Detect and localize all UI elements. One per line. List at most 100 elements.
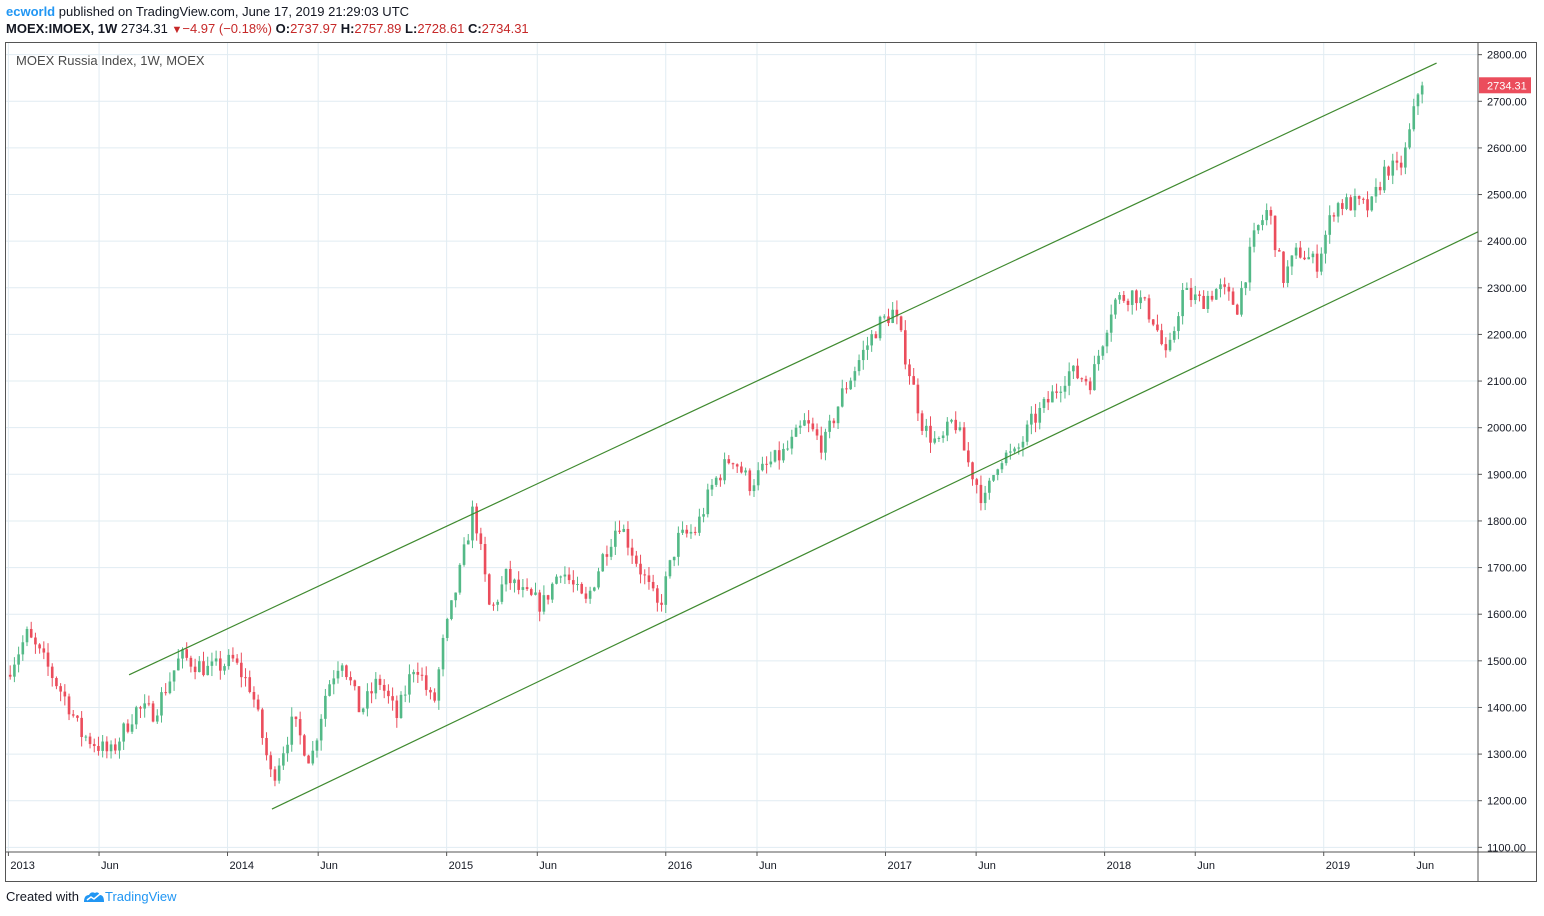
- candle-body: [349, 677, 352, 681]
- candle-body: [630, 547, 634, 556]
- candle-body: [744, 470, 747, 473]
- candle-body: [555, 576, 558, 584]
- down-triangle-icon: ▼: [171, 24, 183, 36]
- candle-body: [550, 583, 554, 600]
- candle-body: [689, 531, 693, 534]
- candle-body: [1408, 129, 1411, 148]
- open-value: 2737.97: [290, 21, 338, 36]
- candle-body: [366, 691, 369, 709]
- candle-body: [1219, 284, 1222, 290]
- candle-body: [584, 593, 588, 599]
- candle-body: [1109, 314, 1113, 333]
- candle-body: [710, 484, 714, 490]
- candle-body: [1404, 147, 1407, 168]
- candle-body: [500, 584, 504, 602]
- candle-body: [143, 703, 146, 709]
- candle-body: [1080, 378, 1084, 380]
- candle-body: [97, 746, 100, 751]
- candle-body: [605, 554, 609, 557]
- candle-body: [1135, 290, 1138, 304]
- candle-body: [1311, 253, 1315, 258]
- candle-body: [399, 694, 403, 718]
- candle-body: [1332, 215, 1336, 217]
- last-price-tag: [1479, 77, 1531, 94]
- candle-body: [160, 692, 163, 716]
- candle-body: [466, 540, 470, 545]
- candle-body: [941, 435, 945, 439]
- candle-body: [1420, 85, 1424, 95]
- candle-body: [1025, 424, 1029, 442]
- candle-body: [811, 423, 815, 430]
- candle-body: [38, 644, 41, 649]
- candle-body: [340, 665, 344, 671]
- candle-body: [34, 637, 37, 645]
- candle-body: [647, 575, 651, 582]
- candle-body: [67, 696, 71, 715]
- candle-body: [185, 649, 189, 658]
- candle-body: [1341, 203, 1344, 209]
- y-tick-label: 1100.00: [1487, 842, 1526, 854]
- candle-body: [1227, 286, 1231, 292]
- candle-body: [21, 642, 25, 655]
- candle-body: [1261, 220, 1264, 226]
- candle-body: [1223, 284, 1226, 287]
- candle-body: [416, 671, 420, 675]
- candle-body: [172, 670, 176, 682]
- candle-body: [1042, 398, 1046, 408]
- candle-body: [731, 463, 735, 465]
- candle-body: [1202, 295, 1205, 309]
- candle-body: [1357, 196, 1361, 199]
- candle-body: [1168, 339, 1172, 351]
- low-label: L:: [405, 21, 418, 36]
- candle-body: [1009, 451, 1012, 453]
- candle-body: [345, 665, 348, 678]
- candle-body: [1072, 365, 1075, 372]
- candle-body: [294, 716, 298, 720]
- candles: [8, 81, 1424, 787]
- candle-body: [382, 684, 386, 691]
- y-tick-label: 1400.00: [1487, 702, 1527, 714]
- candle-body: [1252, 230, 1256, 247]
- candle-body: [668, 560, 672, 577]
- candle-body: [1214, 289, 1218, 300]
- candle-body: [924, 425, 928, 431]
- candle-body: [210, 661, 214, 666]
- candle-body: [412, 671, 415, 675]
- y-tick-label: 1500.00: [1487, 656, 1527, 668]
- candle-body: [958, 427, 962, 431]
- author-username[interactable]: ecworld: [6, 4, 56, 19]
- candle-body: [25, 628, 29, 643]
- tradingview-brand: TradingView: [104, 889, 177, 904]
- candle-body: [857, 360, 861, 372]
- candle-body: [1181, 289, 1184, 317]
- candle-body: [454, 592, 457, 601]
- candle-body: [807, 420, 810, 424]
- candle-body: [176, 658, 180, 671]
- candle-body: [866, 345, 869, 350]
- tradingview-link[interactable]: TradingView: [83, 889, 177, 904]
- candle-body: [471, 506, 474, 541]
- candle-body: [269, 755, 273, 770]
- candle-body: [193, 666, 197, 673]
- y-tick-label: 2800.00: [1487, 50, 1527, 62]
- candle-body: [395, 700, 399, 718]
- candle-body: [782, 448, 785, 461]
- candle-body: [450, 600, 453, 619]
- candle-body: [895, 309, 899, 317]
- candle-body: [1324, 234, 1327, 254]
- candle-body: [1189, 287, 1193, 301]
- candle-body: [824, 431, 827, 453]
- candle-body: [588, 590, 592, 599]
- candle-body: [1172, 331, 1176, 340]
- candle-body: [324, 695, 327, 719]
- candle-body: [92, 744, 96, 747]
- candle-body: [698, 516, 701, 533]
- symbol-name: MOEX:IMOEX, 1W: [6, 21, 118, 36]
- published-text: published on TradingView.com, June 17, 2…: [58, 4, 410, 19]
- candle-body: [765, 463, 768, 465]
- candle-body: [244, 677, 247, 679]
- candle-body: [1206, 295, 1210, 309]
- candle-body: [1269, 210, 1273, 216]
- candle-body: [723, 459, 726, 481]
